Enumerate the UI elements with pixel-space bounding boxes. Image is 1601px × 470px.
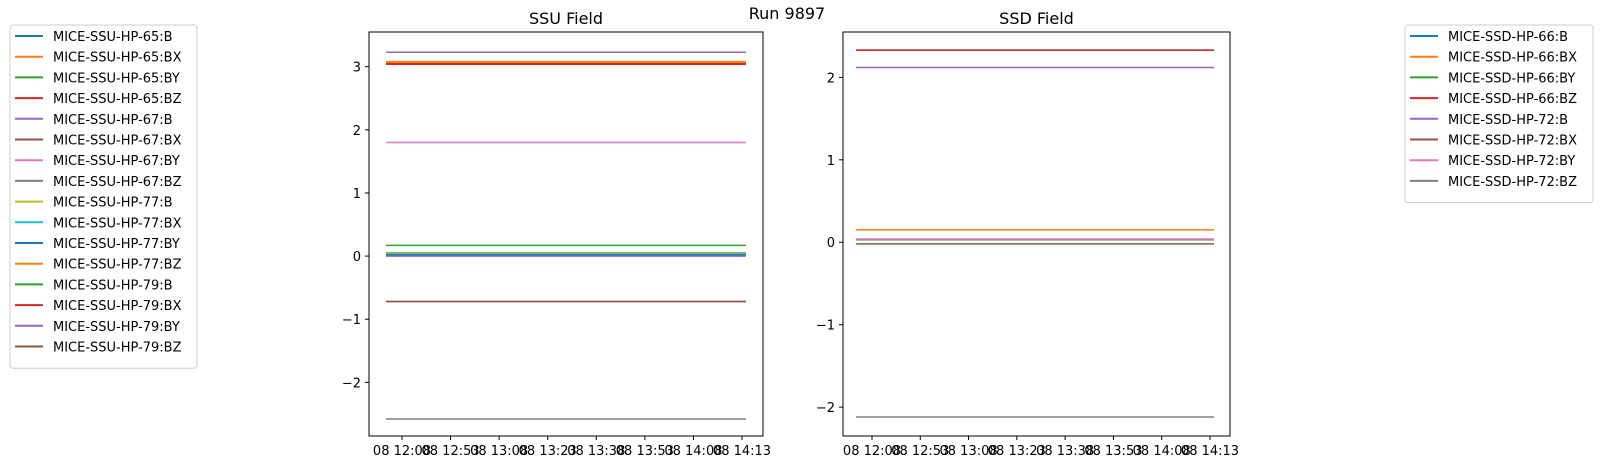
legend-label: MICE-SSU-HP-77:B — [53, 196, 173, 211]
y-tick-label: 0 — [827, 236, 835, 251]
y-tick-label: −1 — [816, 319, 835, 334]
legend-label: MICE-SSU-HP-67:BX — [53, 134, 182, 149]
legend-box — [1404, 24, 1594, 204]
y-tick-label: 2 — [353, 124, 361, 139]
chart-title: SSU Field — [529, 9, 603, 28]
y-tick-label: −1 — [342, 313, 361, 328]
legend-label: MICE-SSU-HP-65:B — [53, 30, 173, 45]
legend-label: MICE-SSD-HP-66:BX — [1448, 51, 1577, 66]
legend-label: MICE-SSD-HP-72:BZ — [1448, 175, 1577, 190]
legend-label: MICE-SSU-HP-77:BY — [53, 237, 180, 252]
x-tick-label: 08 13:53 — [616, 444, 674, 459]
legend-label: MICE-SSD-HP-66:BZ — [1448, 92, 1577, 107]
x-tick-label: 08 12:53 — [891, 444, 949, 459]
legend-label: MICE-SSU-HP-67:B — [53, 113, 173, 128]
axes-frame — [368, 31, 764, 437]
legend-label: MICE-SSU-HP-79:BY — [53, 320, 180, 335]
legend-label: MICE-SSU-HP-67:BZ — [53, 175, 182, 190]
legend-label: MICE-SSU-HP-65:BX — [53, 51, 182, 66]
x-tick-label: 08 14:13 — [1181, 444, 1239, 459]
legend-label: MICE-SSU-HP-79:B — [53, 278, 173, 293]
ssd-legend: MICE-SSD-HP-66:B MICE-SSD-HP-66:BX MICE-SS… — [1404, 24, 1594, 204]
legend-label: MICE-SSU-HP-79:BZ — [53, 341, 182, 356]
x-tick-label: 08 13:23 — [519, 444, 577, 459]
x-tick-label: 08 12:08 — [373, 444, 431, 459]
legend-label: MICE-SSU-HP-77:BZ — [53, 258, 182, 273]
y-tick-label: 2 — [827, 71, 835, 86]
x-tick-label: 08 12:08 — [843, 444, 901, 459]
x-tick-label: 08 13:53 — [1084, 444, 1142, 459]
ssu-legend: MICE-SSU-HP-65:B MICE-SSU-HP-65:BX MICE-SS… — [9, 24, 198, 369]
axes-frame — [842, 31, 1231, 437]
x-tick-label: 08 14:13 — [713, 444, 771, 459]
x-tick-label: 08 13:38 — [1036, 444, 1094, 459]
x-tick-label: 08 14:08 — [664, 444, 722, 459]
legend-label: MICE-SSU-HP-65:BY — [53, 71, 180, 86]
legend-label: MICE-SSD-HP-66:B — [1448, 30, 1568, 45]
x-tick-label: 08 13:08 — [940, 444, 998, 459]
figure-suptitle: Run 9897 — [749, 4, 825, 23]
x-tick-label: 08 14:08 — [1133, 444, 1191, 459]
legend-box — [9, 24, 198, 369]
y-tick-label: 1 — [353, 187, 361, 202]
y-tick-label: 1 — [827, 154, 835, 169]
legend-label: MICE-SSU-HP-67:BY — [53, 154, 180, 169]
chart-title: SSD Field — [999, 9, 1074, 28]
legend-label: MICE-SSU-HP-77:BX — [53, 216, 182, 231]
y-tick-label: 0 — [353, 250, 361, 265]
legend-label: MICE-SSU-HP-79:BX — [53, 299, 182, 314]
legend-label: MICE-SSD-HP-66:BY — [1448, 71, 1575, 86]
legend-label: MICE-SSD-HP-72:BX — [1448, 134, 1577, 149]
legend-label: MICE-SSU-HP-65:BZ — [53, 92, 182, 107]
x-tick-label: 08 13:08 — [470, 444, 528, 459]
legend-label: MICE-SSD-HP-72:BY — [1448, 154, 1575, 169]
legend-label: MICE-SSD-HP-72:B — [1448, 113, 1568, 128]
x-tick-label: 08 13:38 — [567, 444, 625, 459]
y-tick-label: −2 — [342, 376, 361, 391]
x-tick-label: 08 12:53 — [422, 444, 480, 459]
y-tick-label: −2 — [816, 401, 835, 416]
y-tick-label: 3 — [353, 61, 361, 76]
x-tick-label: 08 13:23 — [988, 444, 1046, 459]
